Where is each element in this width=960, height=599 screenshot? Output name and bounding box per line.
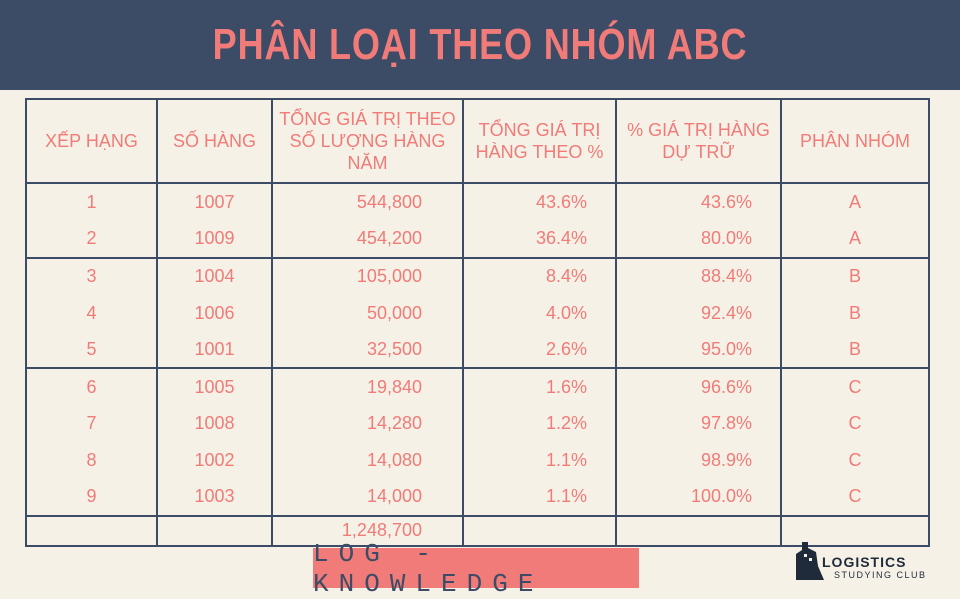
table-row: 7 1008 14,280 1.2% 97.8% C bbox=[25, 405, 930, 443]
cell-value-percent: 8.4% bbox=[462, 256, 617, 295]
cell-value-percent: 2.6% bbox=[462, 331, 617, 369]
cell-item-number: 1008 bbox=[156, 405, 273, 443]
cell-item-number: 1005 bbox=[156, 367, 273, 406]
cell-annual-value: 105,000 bbox=[271, 256, 464, 295]
cell-group: A bbox=[780, 220, 930, 258]
cell-item-number: 1007 bbox=[156, 183, 273, 221]
total-annual-value: 1,248,700 bbox=[271, 514, 464, 547]
total-empty-cell bbox=[25, 514, 158, 547]
cell-group: C bbox=[780, 405, 930, 443]
cell-rank: 6 bbox=[25, 367, 158, 406]
cell-cumulative-percent: 98.9% bbox=[615, 442, 782, 479]
total-empty-cell bbox=[156, 514, 273, 547]
table-row: 1 1007 544,800 43.6% 43.6% A bbox=[25, 183, 930, 221]
cell-value-percent: 36.4% bbox=[462, 220, 617, 258]
cell-rank: 9 bbox=[25, 478, 158, 516]
cell-item-number: 1006 bbox=[156, 294, 273, 332]
cell-rank: 3 bbox=[25, 256, 158, 295]
cell-annual-value: 544,800 bbox=[271, 183, 464, 221]
table-header-row: XẾP HẠNG SỐ HÀNG TỔNG GIÁ TRỊ THEO SỐ LƯ… bbox=[25, 98, 930, 184]
cell-group: C bbox=[780, 442, 930, 479]
cell-value-percent: 1.2% bbox=[462, 405, 617, 443]
cell-item-number: 1002 bbox=[156, 442, 273, 479]
cell-value-percent: 1.1% bbox=[462, 442, 617, 479]
cell-group: B bbox=[780, 256, 930, 295]
header-group: PHÂN NHÓM bbox=[780, 98, 930, 184]
header-rank: XẾP HẠNG bbox=[25, 98, 158, 184]
logo-word: LOGISTICS bbox=[822, 554, 907, 570]
cell-group: C bbox=[780, 478, 930, 516]
cell-value-percent: 43.6% bbox=[462, 183, 617, 221]
cell-annual-value: 14,280 bbox=[271, 405, 464, 443]
cell-annual-value: 454,200 bbox=[271, 220, 464, 258]
cell-group: B bbox=[780, 294, 930, 332]
cell-rank: 4 bbox=[25, 294, 158, 332]
footer-badge: LOG - KNOWLEDGE bbox=[313, 539, 639, 599]
table-row: 6 1005 19,840 1.6% 96.6% C bbox=[25, 367, 930, 406]
cell-annual-value: 14,000 bbox=[271, 478, 464, 516]
cell-rank: 2 bbox=[25, 220, 158, 258]
table-row: 3 1004 105,000 8.4% 88.4% B bbox=[25, 256, 930, 295]
cell-value-percent: 4.0% bbox=[462, 294, 617, 332]
cell-cumulative-percent: 43.6% bbox=[615, 183, 782, 221]
cell-cumulative-percent: 97.8% bbox=[615, 405, 782, 443]
cell-value-percent: 1.6% bbox=[462, 367, 617, 406]
table-row: 8 1002 14,080 1.1% 98.9% C bbox=[25, 442, 930, 479]
cell-annual-value: 19,840 bbox=[271, 367, 464, 406]
cell-rank: 5 bbox=[25, 331, 158, 369]
total-empty-cell bbox=[462, 514, 617, 547]
cell-annual-value: 14,080 bbox=[271, 442, 464, 479]
cell-item-number: 1003 bbox=[156, 478, 273, 516]
table-row: 2 1009 454,200 36.4% 80.0% A bbox=[25, 220, 930, 258]
cell-cumulative-percent: 100.0% bbox=[615, 478, 782, 516]
cell-item-number: 1001 bbox=[156, 331, 273, 369]
total-empty-cell bbox=[780, 514, 930, 547]
header-cumulative-percent: % GIÁ TRỊ HÀNG DỰ TRỮ bbox=[615, 98, 782, 184]
header-item: SỐ HÀNG bbox=[156, 98, 273, 184]
cell-annual-value: 32,500 bbox=[271, 331, 464, 369]
table-row: 9 1003 14,000 1.1% 100.0% C bbox=[25, 478, 930, 516]
header-value-percent: TỔNG GIÁ TRỊ HÀNG THEO % bbox=[462, 98, 617, 184]
table-row: 5 1001 32,500 2.6% 95.0% B bbox=[25, 331, 930, 369]
table-total-row: 1,248,700 bbox=[25, 514, 930, 547]
cell-value-percent: 1.1% bbox=[462, 478, 617, 516]
page-title: PHÂN LOẠI THEO NHÓM ABC bbox=[212, 20, 748, 69]
cell-cumulative-percent: 95.0% bbox=[615, 331, 782, 369]
cell-item-number: 1004 bbox=[156, 256, 273, 295]
cell-rank: 7 bbox=[25, 405, 158, 443]
cell-group: C bbox=[780, 367, 930, 406]
table-body: 1 1007 544,800 43.6% 43.6% A 2 1009 454,200 36.4%… bbox=[25, 183, 930, 547]
cell-cumulative-percent: 96.6% bbox=[615, 367, 782, 406]
cell-group: B bbox=[780, 331, 930, 369]
cell-rank: 8 bbox=[25, 442, 158, 479]
total-empty-cell bbox=[615, 514, 782, 547]
cell-cumulative-percent: 80.0% bbox=[615, 220, 782, 258]
abc-classification-table: XẾP HẠNG SỐ HÀNG TỔNG GIÁ TRỊ THEO SỐ LƯ… bbox=[25, 98, 930, 547]
title-banner: PHÂN LOẠI THEO NHÓM ABC bbox=[0, 0, 960, 90]
club-logo: LOGISTICS STUDYING CLUB bbox=[788, 540, 958, 580]
ship-icon bbox=[796, 542, 824, 580]
cell-cumulative-percent: 92.4% bbox=[615, 294, 782, 332]
header-annual-value: TỔNG GIÁ TRỊ THEO SỐ LƯỢNG HÀNG NĂM bbox=[271, 98, 464, 184]
cell-annual-value: 50,000 bbox=[271, 294, 464, 332]
logo-subtitle: STUDYING CLUB bbox=[834, 570, 927, 580]
cell-rank: 1 bbox=[25, 183, 158, 221]
cell-group: A bbox=[780, 183, 930, 221]
table-row: 4 1006 50,000 4.0% 92.4% B bbox=[25, 294, 930, 332]
footer-badge-text: LOG - KNOWLEDGE bbox=[313, 539, 544, 599]
cell-item-number: 1009 bbox=[156, 220, 273, 258]
cell-cumulative-percent: 88.4% bbox=[615, 256, 782, 295]
